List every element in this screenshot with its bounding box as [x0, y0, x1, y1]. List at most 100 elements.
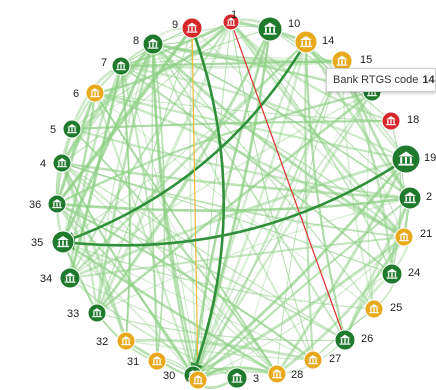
- bank-icon: [90, 88, 100, 98]
- graph-edge: [191, 27, 405, 238]
- node-label: 15: [360, 54, 372, 66]
- graph-node-24[interactable]: 24: [381, 263, 420, 285]
- node-label: 8: [133, 35, 139, 47]
- graph-edge: [96, 197, 411, 314]
- graph-edge: [96, 312, 346, 342]
- bank-icon: [386, 268, 398, 279]
- graph-node-33[interactable]: 33: [67, 303, 107, 323]
- bank-icon: [263, 22, 277, 35]
- graph-edge: [191, 41, 308, 376]
- graph-edge: [120, 59, 343, 69]
- node-label: 34: [40, 273, 52, 285]
- bank-icon: [64, 272, 76, 283]
- graph-edge: [94, 92, 392, 122]
- graph-edge: [94, 92, 278, 375]
- graph-edge: [197, 60, 343, 381]
- graph-edge: [151, 42, 405, 239]
- graph-edge-highlight: [61, 157, 407, 250]
- graph-edge: [230, 21, 314, 361]
- node-label: 6: [73, 88, 79, 100]
- graph-edge: [62, 41, 307, 243]
- graph-node-1[interactable]: 1: [222, 9, 240, 31]
- tooltip-value: 14: [422, 74, 435, 86]
- graph-edge: [95, 43, 155, 314]
- graph-node-5[interactable]: 5: [50, 119, 82, 139]
- node-label: 32: [96, 336, 108, 348]
- bank-icon: [152, 356, 162, 366]
- graph-edge-highlight: [61, 41, 308, 245]
- bank-icon: [52, 199, 62, 209]
- graph-node-8[interactable]: 8: [133, 33, 164, 55]
- graph-node-2[interactable]: 2: [398, 186, 432, 210]
- graph-node-36[interactable]: 36: [29, 194, 67, 214]
- graph-edge: [304, 41, 314, 361]
- bank-icon: [404, 192, 416, 204]
- graph-node-28[interactable]: 28: [267, 364, 303, 384]
- graph-edge: [120, 65, 199, 381]
- graph-edge-highlight: [230, 21, 347, 341]
- graph-node-27[interactable]: 27: [303, 350, 341, 370]
- node-label: 2: [426, 191, 432, 203]
- graph-node-34[interactable]: 34: [40, 267, 81, 289]
- graph-node-3[interactable]: 3: [226, 367, 259, 389]
- graph-node-19[interactable]: 19: [391, 144, 436, 174]
- node-label: 27: [329, 353, 341, 365]
- bank-icon: [147, 38, 159, 49]
- graph-node-14[interactable]: 14: [294, 30, 334, 54]
- graph-edge: [94, 92, 238, 379]
- node-label: 28: [291, 369, 303, 381]
- bank-icon: [121, 336, 131, 346]
- graph-node-9[interactable]: 9: [172, 17, 203, 39]
- graph-edge: [276, 236, 406, 376]
- graph-edge: [304, 41, 347, 341]
- bank-icon: [399, 232, 409, 242]
- graph-node-15[interactable]: 15: [331, 50, 372, 72]
- graph-edge: [197, 197, 411, 381]
- node-label: 9: [172, 19, 178, 31]
- graph-edge: [275, 158, 408, 375]
- graph-node-35[interactable]: 35: [31, 230, 75, 254]
- node-label: 25: [390, 302, 402, 314]
- graph-edge: [61, 43, 154, 164]
- graph-node-32[interactable]: 32: [96, 331, 136, 351]
- graph-node-7[interactable]: 7: [101, 56, 131, 76]
- graph-edge: [304, 41, 412, 199]
- bank-icon: [57, 158, 67, 168]
- graph-edge: [61, 162, 194, 376]
- graph-edge: [95, 28, 272, 314]
- node-label: 24: [408, 267, 420, 279]
- graph-edge: [94, 92, 375, 310]
- node-label: 7: [101, 57, 107, 69]
- bank-icon: [92, 308, 102, 318]
- bank-icon: [386, 116, 396, 126]
- bank-icon: [116, 61, 126, 71]
- graph-edge: [60, 162, 99, 314]
- graph-node-4[interactable]: 4: [40, 153, 72, 173]
- graph-node-10[interactable]: 10: [257, 16, 300, 42]
- graph-edge: [61, 92, 97, 243]
- graph-node-26[interactable]: 26: [334, 329, 373, 351]
- graph-node-31[interactable]: 31: [127, 351, 167, 371]
- graph-edge: [230, 21, 411, 199]
- graph-node-6[interactable]: 6: [73, 83, 105, 103]
- graph-edge: [71, 28, 271, 130]
- bank-icon: [231, 372, 243, 383]
- graph-node-18[interactable]: 18: [381, 111, 419, 131]
- graph-edge: [230, 21, 392, 123]
- bank-icon: [272, 369, 282, 379]
- edge-layer: [55, 18, 412, 389]
- node-tooltip: Bank RTGS code 14: [326, 68, 436, 92]
- graph-node-29[interactable]: [188, 370, 208, 390]
- bank-icon: [67, 124, 77, 134]
- node-label: 14: [322, 35, 334, 47]
- graph-node-25[interactable]: 25: [364, 299, 402, 319]
- bank-icon: [300, 36, 312, 48]
- bank-icon: [398, 151, 414, 166]
- graph-node-21[interactable]: 21: [394, 227, 432, 247]
- node-label: 10: [288, 18, 300, 30]
- graph-edge: [62, 240, 278, 376]
- node-label: 21: [420, 228, 432, 240]
- node-label: 3: [253, 373, 259, 385]
